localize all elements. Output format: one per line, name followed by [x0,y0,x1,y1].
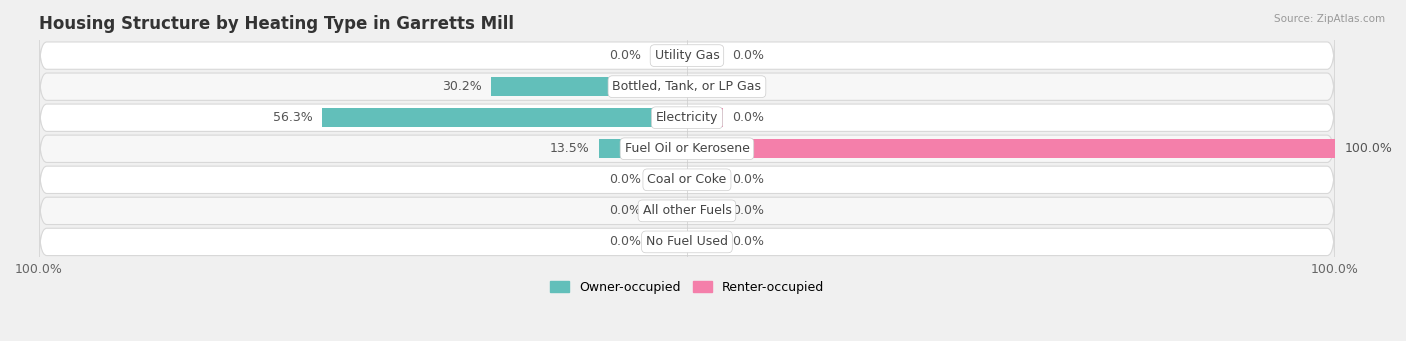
Text: 0.0%: 0.0% [610,173,641,186]
Bar [322,108,688,127]
Bar [651,232,688,252]
Bar [688,170,723,190]
Bar [688,77,723,96]
Text: 100.0%: 100.0% [1344,142,1392,155]
Bar [688,46,723,65]
FancyBboxPatch shape [39,32,1334,79]
Legend: Owner-occupied, Renter-occupied: Owner-occupied, Renter-occupied [546,276,828,299]
Text: Fuel Oil or Kerosene: Fuel Oil or Kerosene [624,142,749,155]
Bar [651,46,688,65]
Text: 0.0%: 0.0% [733,204,765,217]
Bar [651,201,688,221]
Text: 0.0%: 0.0% [733,111,765,124]
Text: 0.0%: 0.0% [733,173,765,186]
Text: 0.0%: 0.0% [733,49,765,62]
Bar [688,108,723,127]
Text: Bottled, Tank, or LP Gas: Bottled, Tank, or LP Gas [613,80,762,93]
Bar [651,170,688,190]
Text: Housing Structure by Heating Type in Garretts Mill: Housing Structure by Heating Type in Gar… [39,15,515,33]
Text: 0.0%: 0.0% [733,235,765,248]
Bar [688,201,723,221]
Text: 56.3%: 56.3% [273,111,312,124]
Text: No Fuel Used: No Fuel Used [645,235,728,248]
Bar [688,232,723,252]
Text: All other Fuels: All other Fuels [643,204,731,217]
FancyBboxPatch shape [39,63,1334,110]
Text: 0.0%: 0.0% [610,204,641,217]
FancyBboxPatch shape [39,125,1334,172]
Text: Electricity: Electricity [655,111,718,124]
Bar [688,139,1334,159]
Text: Source: ZipAtlas.com: Source: ZipAtlas.com [1274,14,1385,24]
FancyBboxPatch shape [39,218,1334,266]
FancyBboxPatch shape [39,94,1334,141]
Text: 13.5%: 13.5% [550,142,589,155]
FancyBboxPatch shape [39,156,1334,204]
Bar [491,77,688,96]
Text: 0.0%: 0.0% [610,235,641,248]
Text: 30.2%: 30.2% [441,80,481,93]
Bar [599,139,688,159]
Text: 0.0%: 0.0% [733,80,765,93]
Text: 0.0%: 0.0% [610,49,641,62]
FancyBboxPatch shape [39,187,1334,235]
Text: Coal or Coke: Coal or Coke [647,173,727,186]
Text: Utility Gas: Utility Gas [655,49,720,62]
